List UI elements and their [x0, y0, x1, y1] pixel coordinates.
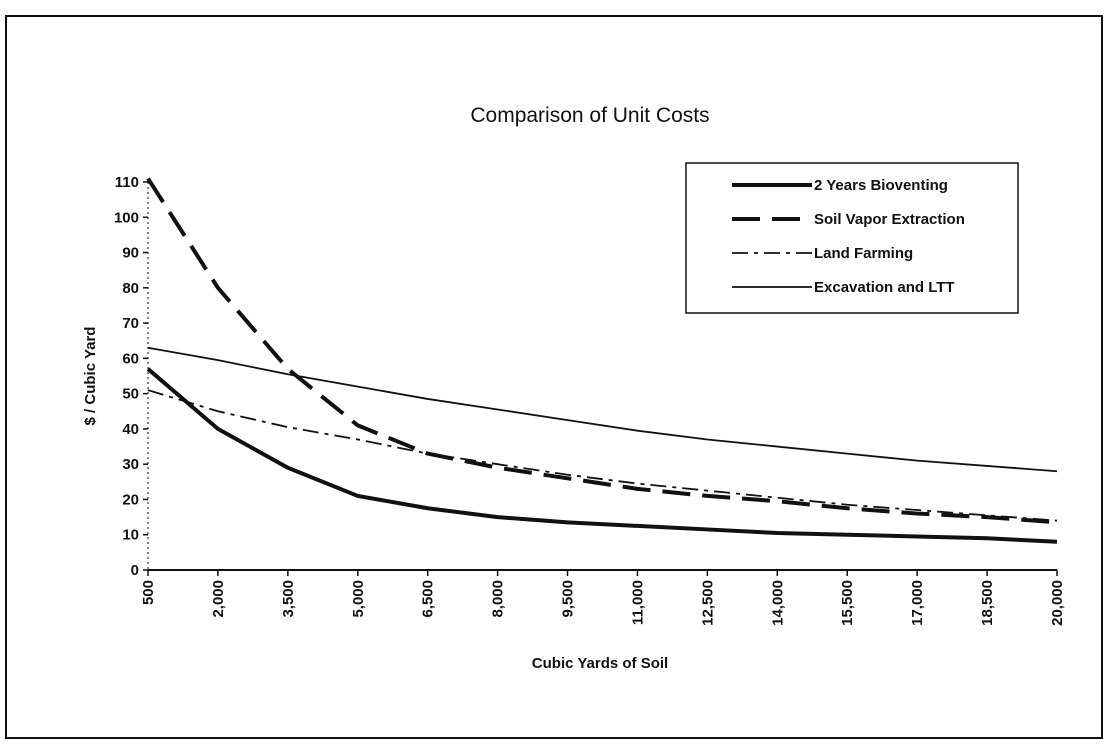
x-tick-label: 12,500: [699, 580, 716, 626]
x-tick-label: 18,500: [979, 580, 996, 626]
y-tick-label: 60: [122, 350, 139, 367]
x-axis-label: Cubic Yards of Soil: [532, 655, 668, 672]
y-tick-label: 110: [115, 174, 139, 191]
series-line: [146, 367, 1058, 544]
legend-label: Excavation and LTT: [814, 279, 955, 296]
y-tick-label: 0: [131, 562, 139, 579]
x-tick-label: 14,000: [769, 580, 786, 626]
x-tick-label: 500: [140, 580, 157, 605]
y-tick-label: 100: [114, 209, 139, 226]
series-line: [147, 389, 1058, 522]
y-tick-label: 30: [122, 456, 139, 473]
series-line: [147, 346, 1058, 473]
y-axis-label: $ / Cubic Yard: [82, 327, 99, 426]
x-tick-label: 20,000: [1049, 580, 1066, 626]
y-tick-label: 20: [122, 491, 139, 508]
frame: [5, 15, 1103, 739]
chart-title: Comparison of Unit Costs: [470, 104, 709, 127]
x-tick-label: 15,500: [839, 580, 856, 626]
legend-label: 2 Years Bioventing: [814, 177, 948, 194]
legend-label: Soil Vapor Extraction: [814, 211, 965, 228]
y-tick-label: 90: [122, 245, 139, 262]
x-tick-label: 5,000: [350, 580, 367, 618]
y-tick-label: 50: [122, 386, 139, 403]
y-tick-label: 80: [122, 280, 139, 297]
x-tick-label: 8,000: [490, 580, 507, 618]
x-tick-label: 9,500: [560, 580, 577, 618]
legend: 2 Years Bioventing Soil Vapor Extraction L…: [685, 162, 1019, 314]
series-line: [146, 177, 1058, 525]
x-tick-label: 11,000: [629, 580, 646, 625]
y-tick-label: 10: [122, 527, 139, 544]
x-tick-label: 6,500: [420, 580, 437, 618]
y-tick-label: 70: [122, 315, 139, 332]
x-tick-label: 3,500: [280, 580, 297, 618]
x-tick-label: 17,000: [909, 580, 926, 626]
x-tick-label: 2,000: [210, 580, 227, 618]
legend-box: [685, 162, 1019, 314]
legend-label: Land Farming: [814, 245, 913, 262]
y-tick-label: 40: [122, 421, 139, 438]
